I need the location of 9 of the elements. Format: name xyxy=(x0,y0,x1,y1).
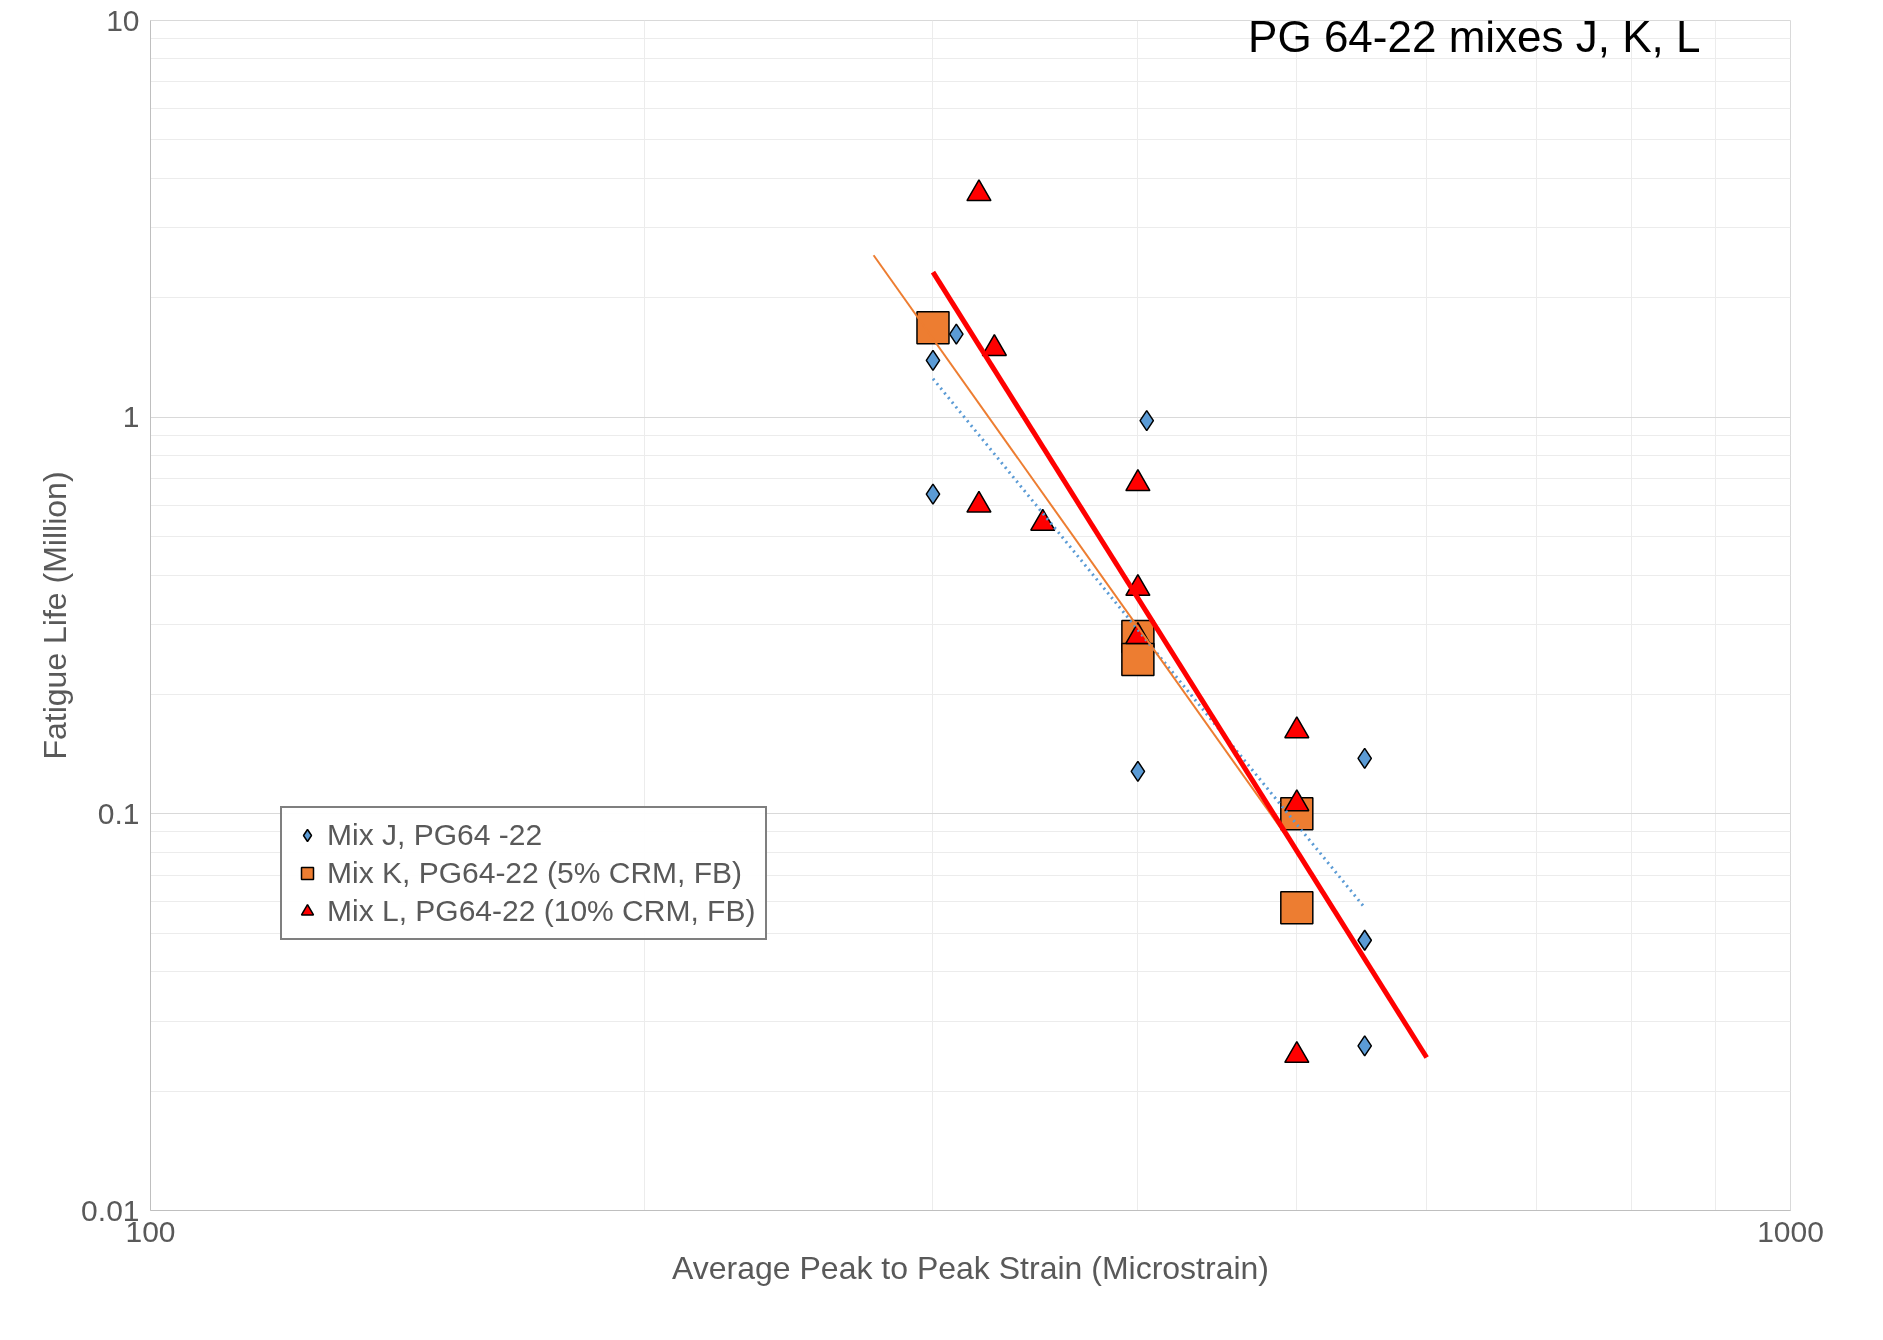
legend-label: Mix K, PG64-22 (5% CRM, FB) xyxy=(327,856,743,890)
y-tick-label: 0.1 xyxy=(97,796,140,830)
legend-label: Mix J, PG64 -22 xyxy=(327,818,543,852)
x-axis-title: Average Peak to Peak Strain (Microstrain) xyxy=(672,1249,1269,1286)
x-tick-label: 1000 xyxy=(1757,1214,1824,1248)
y-tick-label: 10 xyxy=(106,3,140,37)
legend-label: Mix L, PG64-22 (10% CRM, FB) xyxy=(327,894,756,928)
y-tick-label: 1 xyxy=(122,400,140,434)
y-axis-title: Fatigue Life (Million) xyxy=(37,471,74,760)
